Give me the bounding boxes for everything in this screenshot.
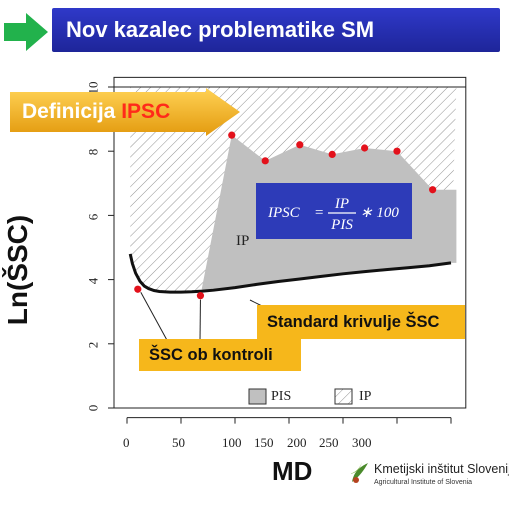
x-tick-label: 100 [222,435,242,450]
control-point [361,144,369,152]
control-point [261,157,269,165]
institute-subtitle: Agricultural Institute of Slovenia [374,479,473,486]
control-scc-callout: ŠSC ob kontroli [139,339,301,371]
formula-lhs: IPSC [267,205,301,221]
green-arrow-icon [4,13,48,51]
x-tick-label: 0 [123,435,130,450]
control-point [228,131,236,139]
x-tick-label: 150 [254,435,274,450]
control-point [196,292,205,300]
formula-denominator: PIS [330,217,353,233]
control-point [429,186,437,194]
legend-ip-swatch [334,388,353,405]
ipsc-formula: IPSC = IP PIS ∗ 100 [267,196,399,233]
x-tick-label: 50 [172,435,185,450]
ip-area-label: IP [236,233,250,249]
definition-accent: IPSC [121,100,171,123]
control-point [296,141,304,149]
institute-name: Kmetijski inštitut Slovenije [374,462,509,476]
control-point [134,285,142,293]
definition-arrow [10,88,240,136]
standard-curve-line [128,253,452,294]
title-bar: Nov kazalec problematike SM [52,8,500,52]
control-point [393,147,401,155]
formula-equals: = [314,205,324,221]
formula-numerator: IP [334,196,349,212]
x-axis-label: MD [272,456,313,486]
page-title: Nov kazalec problematike SM [66,17,375,42]
x-tick-label: 300 [352,435,372,450]
definition-label: Definicija [22,100,116,123]
formula-box: IPSC = IP PIS ∗ 100 [256,183,412,239]
control-point [328,150,336,159]
legend-pis-swatch [248,388,267,405]
x-tick-label: 250 [319,435,339,450]
formula-multiplier: ∗ 100 [360,205,399,221]
definition-banner-text: Definicija IPSC [22,100,170,124]
legend-ip-label: IP [359,389,372,404]
legend-pis-label: PIS [271,389,292,404]
control-callout-pointer [140,291,169,343]
x-tick-label: 200 [287,435,307,450]
standard-curve-callout: Standard krivulje ŠSC [257,305,465,339]
institute-logo-icon [350,462,368,483]
